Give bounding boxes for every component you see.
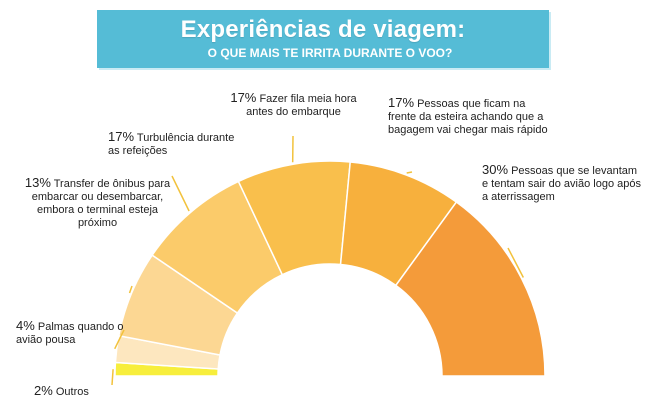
label-outros: 2% Outros — [34, 384, 114, 399]
chart-subtitle: O QUE MAIS TE IRRITA DURANTE O VOO? — [207, 46, 453, 60]
label-outros-text: Outros — [55, 386, 89, 398]
label-turbulencia-pct: 17% — [108, 129, 135, 144]
slice-6 — [394, 201, 546, 377]
label-levantam-pct: 30% — [482, 162, 509, 177]
label-transfer: 13% Transfer de ônibus para embarcar ou … — [20, 176, 175, 230]
label-palmas: 4% Palmas quando o avião pousa — [16, 319, 126, 347]
label-transfer-pct: 13% — [24, 175, 51, 190]
leader-line-1 — [114, 329, 125, 350]
leader-lines-group — [111, 135, 525, 386]
label-fila-pct: 17% — [230, 90, 257, 105]
title-banner: Experiências de viagem: O QUE MAIS TE IR… — [92, 10, 554, 68]
slices-group — [114, 160, 546, 377]
label-levantam-text: Pessoas que se levantam e tentam sair do… — [482, 165, 641, 203]
label-palmas-text: Palmas quando o avião pousa — [16, 321, 124, 346]
label-fila-text: Fazer fila meia hora antes do embarque — [246, 93, 357, 118]
label-transfer-text: Transfer de ônibus para embarcar ou dese… — [31, 178, 171, 229]
label-esteira: 17% Pessoas que ficam na frente da estei… — [388, 96, 548, 137]
leader-line-0 — [111, 369, 114, 386]
label-palmas-pct: 4% — [16, 318, 35, 333]
leader-line-2 — [128, 285, 133, 294]
label-esteira-text: Pessoas que ficam na frente da esteira a… — [388, 98, 548, 136]
leader-line-5 — [406, 171, 413, 174]
label-fila: 17% Fazer fila meia hora antes do embarq… — [226, 91, 361, 119]
leader-line-3 — [171, 175, 190, 212]
leader-line-6 — [507, 247, 525, 278]
label-turbulencia-text: Turbulência durante as refeições — [108, 132, 235, 157]
label-outros-pct: 2% — [34, 383, 53, 398]
label-levantam: 30% Pessoas que se levantam e tentam sai… — [482, 163, 642, 204]
chart-title: Experiências de viagem: — [180, 16, 466, 43]
label-esteira-pct: 17% — [388, 95, 415, 110]
label-turbulencia: 17% Turbulência durante as refeições — [108, 130, 238, 158]
